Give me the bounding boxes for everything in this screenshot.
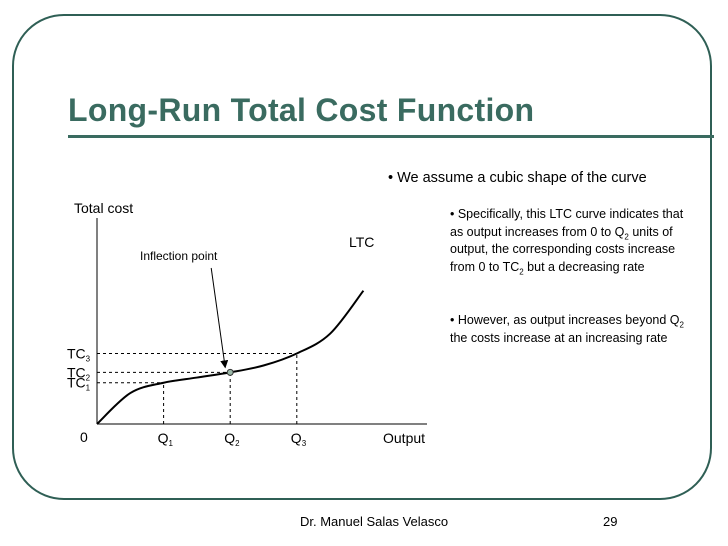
y-tick-label-2: TC2 — [67, 364, 91, 382]
inflection-point-label: Inflection point — [140, 249, 218, 263]
footer-author: Dr. Manuel Salas Velasco — [300, 514, 449, 529]
para1-text-2: units of output, the corresponding costs… — [450, 224, 676, 274]
title-underline — [68, 135, 714, 138]
footer-page-number: 29 — [603, 514, 618, 529]
para2-sub-1: 2 — [679, 320, 684, 330]
x-axis-label: Output — [383, 430, 425, 446]
bullet-decreasing-rate: • Specifically, this LTC curve indicates… — [450, 206, 695, 276]
y-axis-label: Total cost — [74, 200, 133, 216]
bullet-increasing-rate: • However, as output increases beyond Q2… — [450, 312, 695, 347]
para2-text-2: the costs increase at an increasing rate — [450, 330, 668, 345]
slide-frame — [12, 14, 712, 500]
bullet-cubic-shape: • We assume a cubic shape of the curve — [388, 170, 647, 186]
para1-sub-1: 2 — [624, 232, 629, 241]
x-tick-label-3: Q3 — [291, 430, 307, 448]
ltc-curve-label: LTC — [349, 234, 374, 250]
inflection-arrow — [210, 267, 229, 369]
para1-text-3: but a decreasing rate — [523, 259, 645, 274]
origin-label: 0 — [80, 429, 88, 445]
slide-title: Long-Run Total Cost Function — [68, 92, 535, 128]
para2-text-1: • However, as output increases beyond Q — [450, 313, 680, 327]
y-tick-label-3: TC3 — [67, 345, 91, 363]
para1-text-1: • Specifically, this LTC curve indicates… — [450, 207, 684, 239]
x-tick-label-2: Q2 — [224, 430, 240, 448]
para1-sub-2: 2 — [519, 267, 524, 276]
x-tick-label-1: Q1 — [158, 430, 174, 448]
inflection-point-marker — [226, 368, 234, 376]
y-tick-label-1: TC1 — [67, 375, 91, 393]
